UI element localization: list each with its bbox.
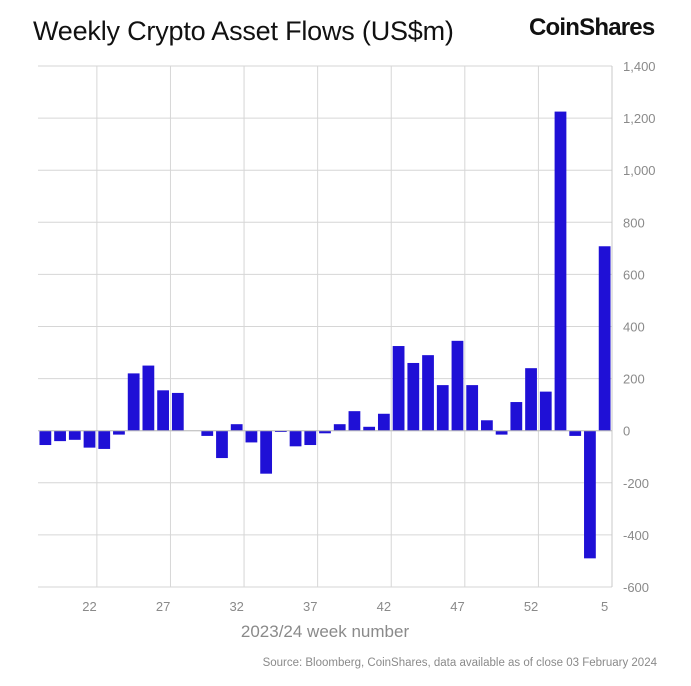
x-axis-ticks: 22 27 32 37 42 47 52 5 [82,599,608,614]
y-tick-label: -600 [623,580,649,595]
bar-week-3 [569,430,582,436]
bar-week-28 [171,392,184,431]
bar-week-1 [539,391,552,431]
bar-week-34 [260,430,273,474]
x-tick-label: 52 [524,599,538,614]
bar-week-41 [363,426,376,431]
bar-week-19 [39,430,52,446]
bar-week-51 [510,402,523,431]
chart-title: Weekly Crypto Asset Flows (US$m) [33,16,454,46]
bar-week-22 [83,430,96,448]
bar-week-49 [481,420,493,431]
bar-week-40 [348,411,361,431]
brand-logo: CoinShares [529,14,655,41]
bar-week-33 [245,430,258,443]
bar-week-46 [436,385,449,431]
bar-week-20 [54,430,66,442]
source-note: Source: Bloomberg, CoinShares, data avai… [262,657,657,669]
bar-week-42 [377,413,390,431]
bar-week-44 [407,362,420,431]
x-tick-label: 32 [229,599,243,614]
y-tick-label: 0 [623,424,630,439]
grid-lines [38,65,613,588]
x-tick-label: 42 [377,599,391,614]
bar-week-52 [525,368,537,431]
bar-week-23 [98,430,111,449]
x-tick-label: 47 [450,599,464,614]
y-tick-label: 1,200 [623,111,656,126]
y-tick-label: 800 [623,215,645,230]
x-tick-label: 5 [601,599,608,614]
y-axis-ticks: -600 -400 -200 0 200 400 600 800 1,000 1,200 1,400 [623,59,656,595]
bar-week-50 [495,430,508,435]
bar-week-32 [230,424,243,431]
bar-week-24 [113,430,125,435]
x-tick-label: 22 [82,599,96,614]
bar-week-35 [274,430,287,433]
bar-week-2 [554,111,567,431]
y-tick-label: 200 [623,372,645,387]
bar-week-5 [598,246,611,431]
bar-week-39 [333,424,346,431]
bar-week-30 [201,430,214,436]
bar-week-48 [466,385,479,431]
bar-week-45 [422,355,434,431]
y-tick-label: -400 [623,528,649,543]
bar-week-37 [304,430,317,446]
y-tick-label: 400 [623,320,645,335]
x-tick-label: 37 [303,599,317,614]
y-tick-label: -200 [623,476,649,491]
bar-week-43 [392,346,405,431]
bar-week-21 [68,430,81,440]
bar-week-36 [289,430,302,447]
bar-series [38,111,612,559]
x-axis-label: 2023/24 week number [240,622,410,641]
bar-week-27 [157,390,169,431]
bar-week-4 [584,430,596,559]
y-tick-label: 1,000 [623,163,656,178]
x-tick-label: 27 [156,599,170,614]
bar-week-26 [142,365,155,431]
bar-week-25 [127,373,140,431]
bar-week-47 [451,340,464,431]
y-tick-label: 600 [623,267,645,282]
y-tick-label: 1,400 [623,59,656,74]
bar-week-31 [216,430,228,459]
bar-week-38 [319,430,331,434]
